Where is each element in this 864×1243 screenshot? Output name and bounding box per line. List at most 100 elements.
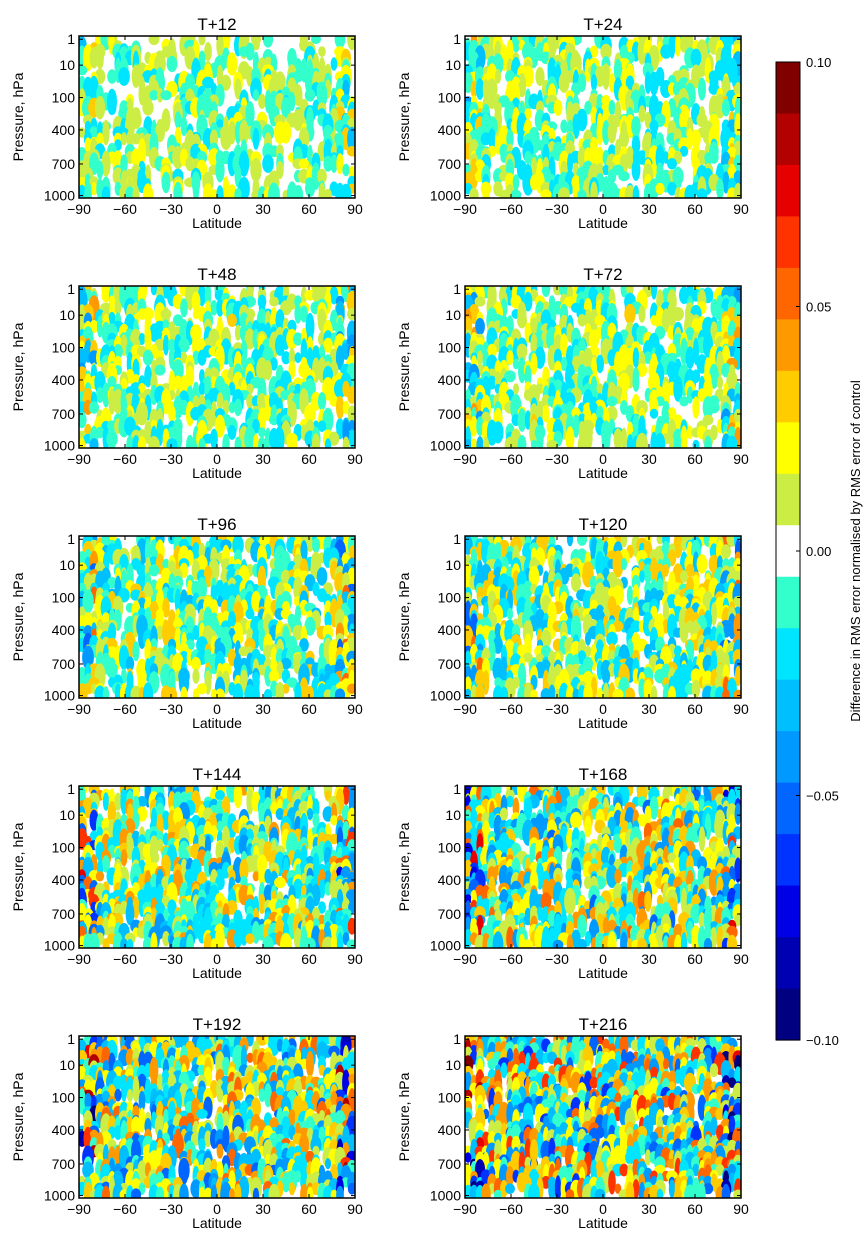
x-tick-label: −60 bbox=[499, 701, 523, 717]
heatmap-cell bbox=[203, 933, 213, 948]
heatmap-cell bbox=[252, 328, 260, 350]
heatmap-cell bbox=[102, 686, 110, 698]
heatmap-cell bbox=[107, 100, 117, 116]
heatmap-cell bbox=[246, 788, 254, 815]
heatmap-cell bbox=[216, 392, 224, 411]
heatmap-cell bbox=[144, 326, 152, 352]
heatmap-cell bbox=[506, 129, 514, 149]
heatmap-field bbox=[465, 286, 741, 448]
x-tick-label: 60 bbox=[301, 951, 317, 967]
heatmap-cell bbox=[216, 36, 224, 58]
heatmap-cell bbox=[142, 99, 154, 116]
heatmap-cell bbox=[596, 687, 604, 698]
heatmap-cell bbox=[708, 401, 720, 414]
heatmap-cell bbox=[644, 568, 652, 585]
heatmap-cell bbox=[160, 90, 172, 101]
heatmap-cell bbox=[166, 687, 178, 698]
heatmap-cell bbox=[299, 677, 309, 698]
heatmap-cell bbox=[536, 425, 544, 448]
heatmap-cell bbox=[607, 121, 617, 144]
heatmap-cell bbox=[662, 151, 670, 164]
heatmap-cell bbox=[346, 290, 355, 313]
heatmap-cell bbox=[650, 286, 658, 300]
heatmap-cell bbox=[131, 65, 141, 88]
heatmap-cell bbox=[306, 538, 314, 552]
heatmap-cell bbox=[324, 438, 332, 448]
x-tick-label: 60 bbox=[301, 451, 317, 467]
heatmap-cell bbox=[660, 44, 672, 59]
heatmap-cell bbox=[487, 93, 497, 109]
heatmap-cell bbox=[662, 677, 670, 688]
heatmap-cell bbox=[192, 308, 200, 320]
y-tick-label: 1000 bbox=[44, 688, 75, 704]
heatmap-cell bbox=[138, 85, 146, 106]
x-tick-label: 90 bbox=[733, 201, 749, 217]
heatmap-cell bbox=[245, 42, 255, 61]
x-tick-label: 0 bbox=[599, 201, 607, 217]
heatmap-cell bbox=[596, 119, 604, 146]
heatmap-cell bbox=[112, 167, 124, 185]
heatmap-cell bbox=[198, 381, 206, 396]
heatmap-cell bbox=[79, 65, 88, 76]
heatmap-cell bbox=[221, 74, 231, 91]
heatmap-cell bbox=[292, 185, 304, 198]
heatmap-cell bbox=[638, 678, 646, 698]
heatmap-cell bbox=[124, 818, 136, 835]
heatmap-cell bbox=[601, 846, 611, 869]
heatmap-cell bbox=[192, 176, 200, 198]
heatmap-cell bbox=[130, 133, 142, 145]
heatmap-cell bbox=[691, 64, 701, 89]
heatmap-cell bbox=[330, 931, 338, 948]
heatmap-cell bbox=[601, 556, 611, 572]
y-axis-label: Pressure, hPa bbox=[396, 72, 412, 161]
heatmap-cell bbox=[187, 579, 193, 599]
heatmap-cell bbox=[662, 683, 670, 698]
panel-tplus-72: T+72−90 −60 −30 0 30 60 90Latitude110100400700… bbox=[396, 265, 749, 481]
heatmap-cell bbox=[286, 438, 298, 448]
y-tick-label: 1 bbox=[67, 781, 75, 797]
y-tick-label: 100 bbox=[52, 90, 76, 106]
heatmap-cell bbox=[258, 93, 266, 109]
heatmap-cell bbox=[180, 298, 188, 318]
y-tick-label: 700 bbox=[438, 406, 462, 422]
heatmap-cell bbox=[346, 683, 355, 694]
heatmap-cell bbox=[469, 187, 479, 198]
heatmap-cell bbox=[620, 557, 628, 571]
heatmap-cell bbox=[334, 36, 346, 49]
panel-tplus-120: T+120−90 −60 −30 0 30 60 90Latitude11010040070… bbox=[396, 515, 749, 731]
x-tick-label: −90 bbox=[67, 701, 91, 717]
heatmap-cell bbox=[215, 790, 225, 801]
heatmap-cell bbox=[185, 401, 195, 427]
heatmap-cell bbox=[475, 683, 485, 698]
y-tick-label: 1 bbox=[67, 531, 75, 547]
heatmap-cell bbox=[631, 116, 641, 137]
heatmap-cell bbox=[609, 72, 615, 93]
heatmap-cell bbox=[305, 180, 315, 198]
heatmap-cell bbox=[686, 425, 694, 439]
heatmap-cell bbox=[102, 119, 110, 146]
y-tick-label: 400 bbox=[438, 622, 462, 638]
heatmap-cell bbox=[488, 812, 496, 829]
heatmap-cell bbox=[504, 370, 516, 383]
heatmap-cell bbox=[589, 308, 599, 332]
x-tick-label: −60 bbox=[113, 451, 137, 467]
y-tick-label: 10 bbox=[445, 557, 461, 573]
heatmap-cell bbox=[264, 665, 272, 687]
heatmap-cell bbox=[221, 383, 231, 407]
heatmap-cell bbox=[643, 689, 653, 698]
y-tick-label: 1 bbox=[453, 31, 461, 47]
heatmap-cell bbox=[342, 436, 350, 448]
heatmap-cell bbox=[96, 315, 104, 338]
heatmap-cell bbox=[716, 178, 724, 198]
heatmap-cell bbox=[304, 404, 316, 424]
heatmap-cell bbox=[107, 576, 117, 589]
heatmap-cell bbox=[637, 814, 647, 827]
heatmap-cell bbox=[88, 401, 100, 414]
heatmap-cell bbox=[216, 820, 224, 833]
heatmap-cell bbox=[192, 688, 200, 698]
x-tick-label: −90 bbox=[453, 201, 477, 217]
heatmap-cell bbox=[680, 433, 688, 448]
heatmap-cell bbox=[280, 300, 292, 316]
heatmap-cell bbox=[482, 187, 490, 198]
heatmap-cell bbox=[546, 439, 558, 448]
